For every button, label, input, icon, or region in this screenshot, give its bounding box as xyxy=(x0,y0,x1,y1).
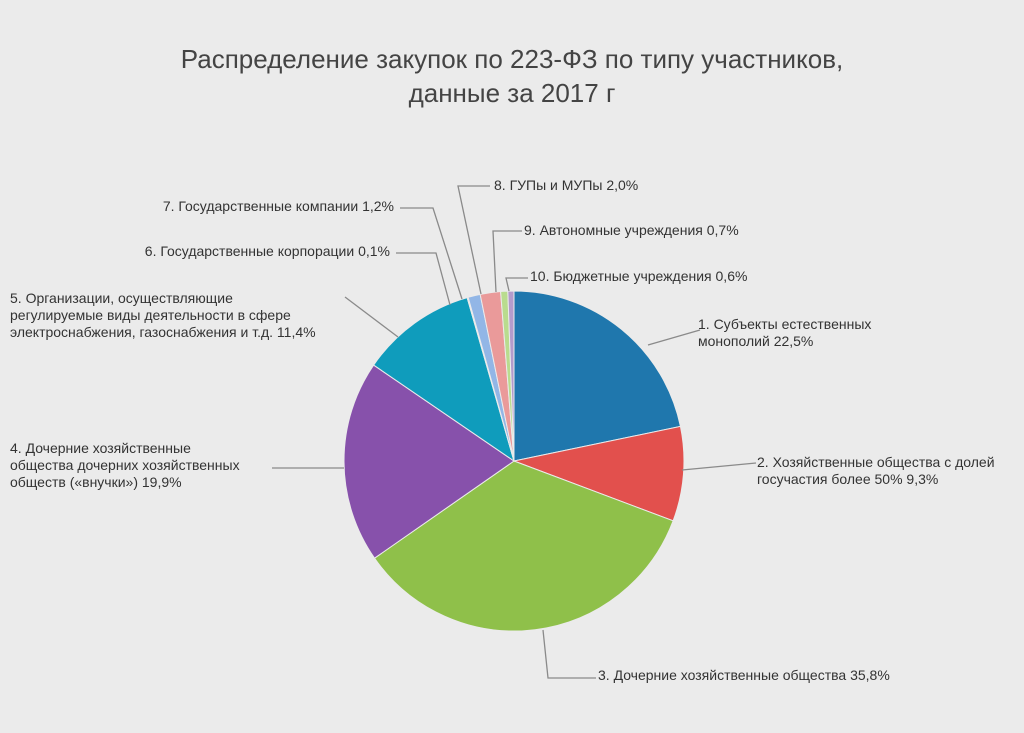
slice-label-9: 9. Автономные учреждения 0,7% xyxy=(524,222,739,239)
pie-slice-2 xyxy=(512,425,685,522)
slice-label-1-line-2: монополий 22,5% xyxy=(698,333,814,349)
pie-slices xyxy=(343,290,685,632)
slice-label-3: 3. Дочерние хозяйственные общества 35,8% xyxy=(598,667,890,684)
slice-label-2: 2. Хозяйственные общества с долей госучас… xyxy=(757,454,995,488)
chart-title-line-2: данные за 2017 г xyxy=(408,78,616,108)
slice-label-2-line-1: 2. Хозяйственные общества с долей xyxy=(757,454,995,470)
leader-line-2 xyxy=(681,462,757,471)
pie-slice-10 xyxy=(507,290,515,462)
slice-label-5-line-3: электроснабжения, газоснабжения и т.д. 1… xyxy=(10,324,316,340)
slice-label-7-line-1: 7. Государственные компании 1,2% xyxy=(162,198,394,214)
leader-line-8 xyxy=(457,185,490,295)
slice-label-6-line-1: 6. Государственные корпорации 0,1% xyxy=(144,243,390,259)
slice-label-1-line-1: 1. Субъекты естественных xyxy=(698,316,872,332)
slice-label-5-line-2: регулируемые виды деятельности в сфере xyxy=(10,307,291,323)
slice-label-9-line-1: 9. Автономные учреждения 0,7% xyxy=(524,222,739,238)
pie-slice-4 xyxy=(343,364,515,559)
slice-label-6: 6. Государственные корпорации 0,1% xyxy=(10,243,390,260)
slice-label-5: 5. Организации, осуществляющие регулируем… xyxy=(10,290,316,341)
leader-line-5 xyxy=(344,296,399,338)
pie-slice-3 xyxy=(373,460,674,632)
slice-label-7: 7. Государственные компании 1,2% xyxy=(10,198,394,215)
leader-line-9 xyxy=(492,230,522,293)
slice-label-4-line-3: обществ («внучки») 19,9% xyxy=(10,474,182,490)
leader-line-1 xyxy=(647,329,701,346)
slice-label-5-line-1: 5. Организации, осуществляющие xyxy=(10,290,233,306)
slice-label-10: 10. Бюджетные учреждения 0,6% xyxy=(530,268,747,285)
leader-lines xyxy=(272,185,757,679)
chart-title-line-1: Распределение закупок по 223-ФЗ по типу … xyxy=(180,44,844,74)
slice-label-10-line-1: 10. Бюджетные учреждения 0,6% xyxy=(530,268,748,284)
slice-label-1: 1. Субъекты естественных монополий 22,5% xyxy=(698,316,871,350)
leader-line-7 xyxy=(400,207,463,300)
slice-label-4: 4. Дочерние хозяйственные общества дочерн… xyxy=(10,440,240,491)
pie-slice-1 xyxy=(513,290,682,462)
slice-label-2-line-2: госучастия более 50% 9,3% xyxy=(757,471,939,487)
slice-label-3-line-1: 3. Дочерние хозяйственные общества 35,8% xyxy=(598,667,890,683)
slice-label-8: 8. ГУПы и МУПы 2,0% xyxy=(494,177,638,194)
slice-label-8-line-1: 8. ГУПы и МУПы 2,0% xyxy=(494,177,639,193)
slice-label-4-line-1: 4. Дочерние хозяйственные xyxy=(10,440,191,456)
leader-line-10 xyxy=(505,277,528,292)
chart-title: Распределение закупок по 223-ФЗ по типу … xyxy=(0,42,1024,110)
slice-label-4-line-2: общества дочерних хозяйственных xyxy=(10,457,240,473)
leader-line-3 xyxy=(542,629,596,679)
leader-line-6 xyxy=(396,252,451,306)
pie-slice-5 xyxy=(372,296,515,463)
